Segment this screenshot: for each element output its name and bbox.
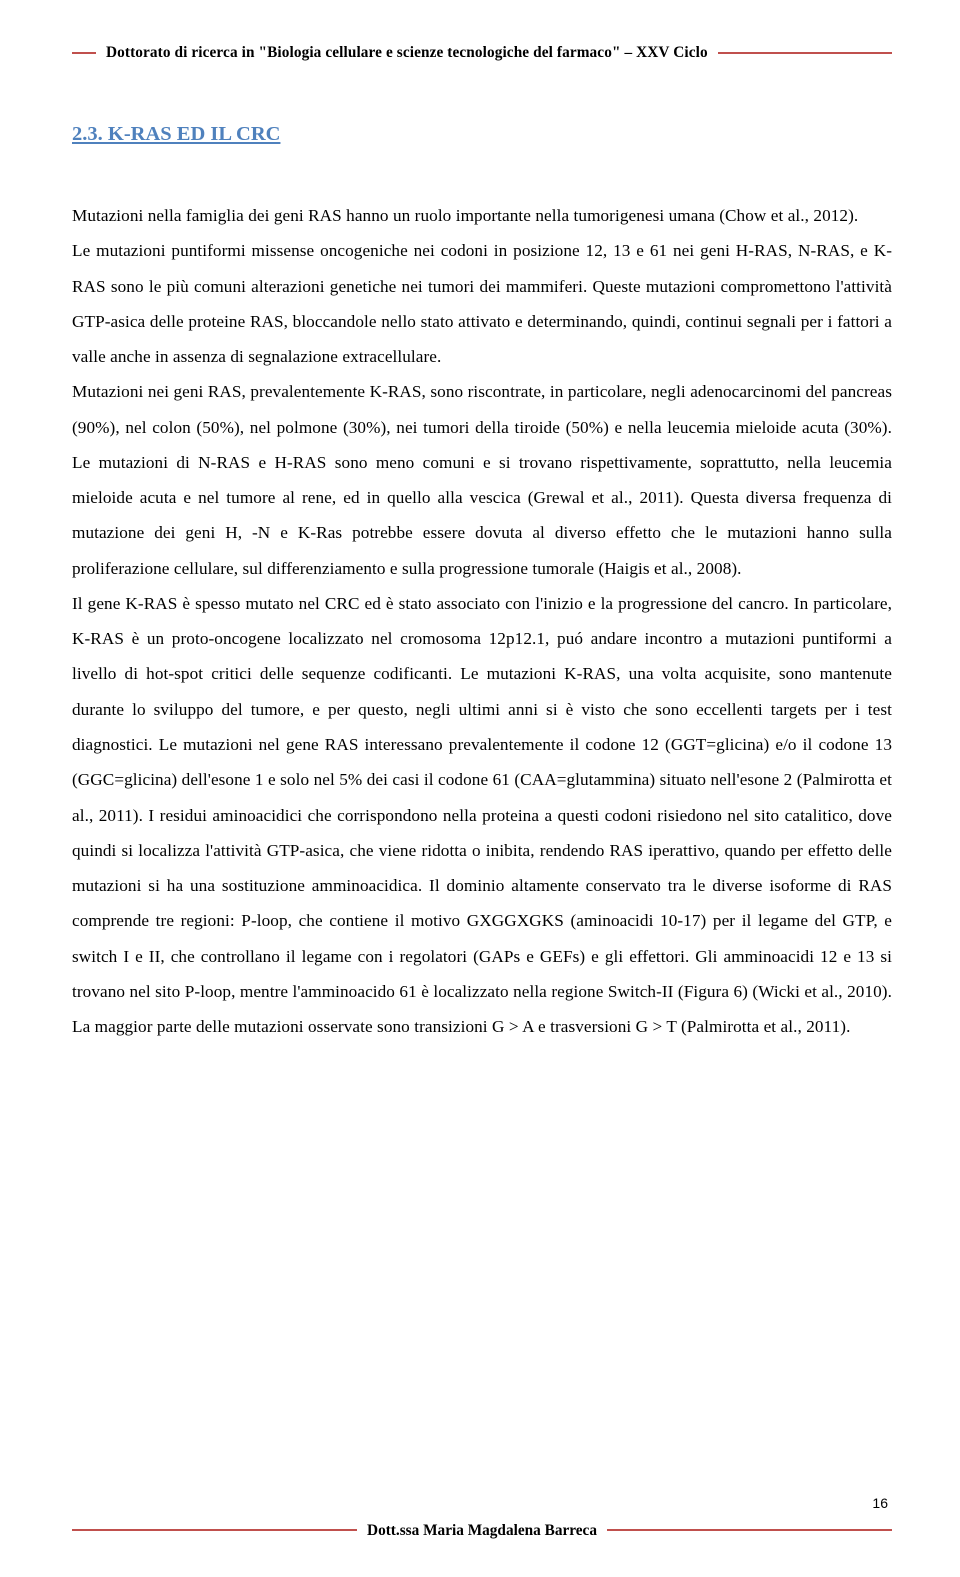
header-rule-right bbox=[718, 52, 892, 54]
paragraph: Mutazioni nei geni RAS, prevalentemente … bbox=[72, 374, 892, 586]
footer-bar: Dott.ssa Maria Magdalena Barreca bbox=[72, 1516, 892, 1545]
header-text: Dottorato di ricerca in "Biologia cellul… bbox=[106, 38, 708, 67]
paragraph: Il gene K-RAS è spesso mutato nel CRC ed… bbox=[72, 586, 892, 1044]
paragraph: Le mutazioni puntiformi missense oncogen… bbox=[72, 233, 892, 374]
paragraph: Mutazioni nella famiglia dei geni RAS ha… bbox=[72, 198, 892, 233]
section-title: 2.3. K-RAS ED IL CRC bbox=[72, 115, 892, 154]
page-container: Dottorato di ricerca in "Biologia cellul… bbox=[0, 0, 960, 1577]
body-text: Mutazioni nella famiglia dei geni RAS ha… bbox=[72, 198, 892, 1044]
footer-rule-left bbox=[72, 1529, 357, 1531]
header-bar: Dottorato di ricerca in "Biologia cellul… bbox=[72, 38, 892, 67]
footer-text: Dott.ssa Maria Magdalena Barreca bbox=[367, 1516, 597, 1545]
header-rule-left bbox=[72, 52, 96, 54]
footer-rule-right bbox=[607, 1529, 892, 1531]
page-number: 16 bbox=[872, 1490, 888, 1517]
